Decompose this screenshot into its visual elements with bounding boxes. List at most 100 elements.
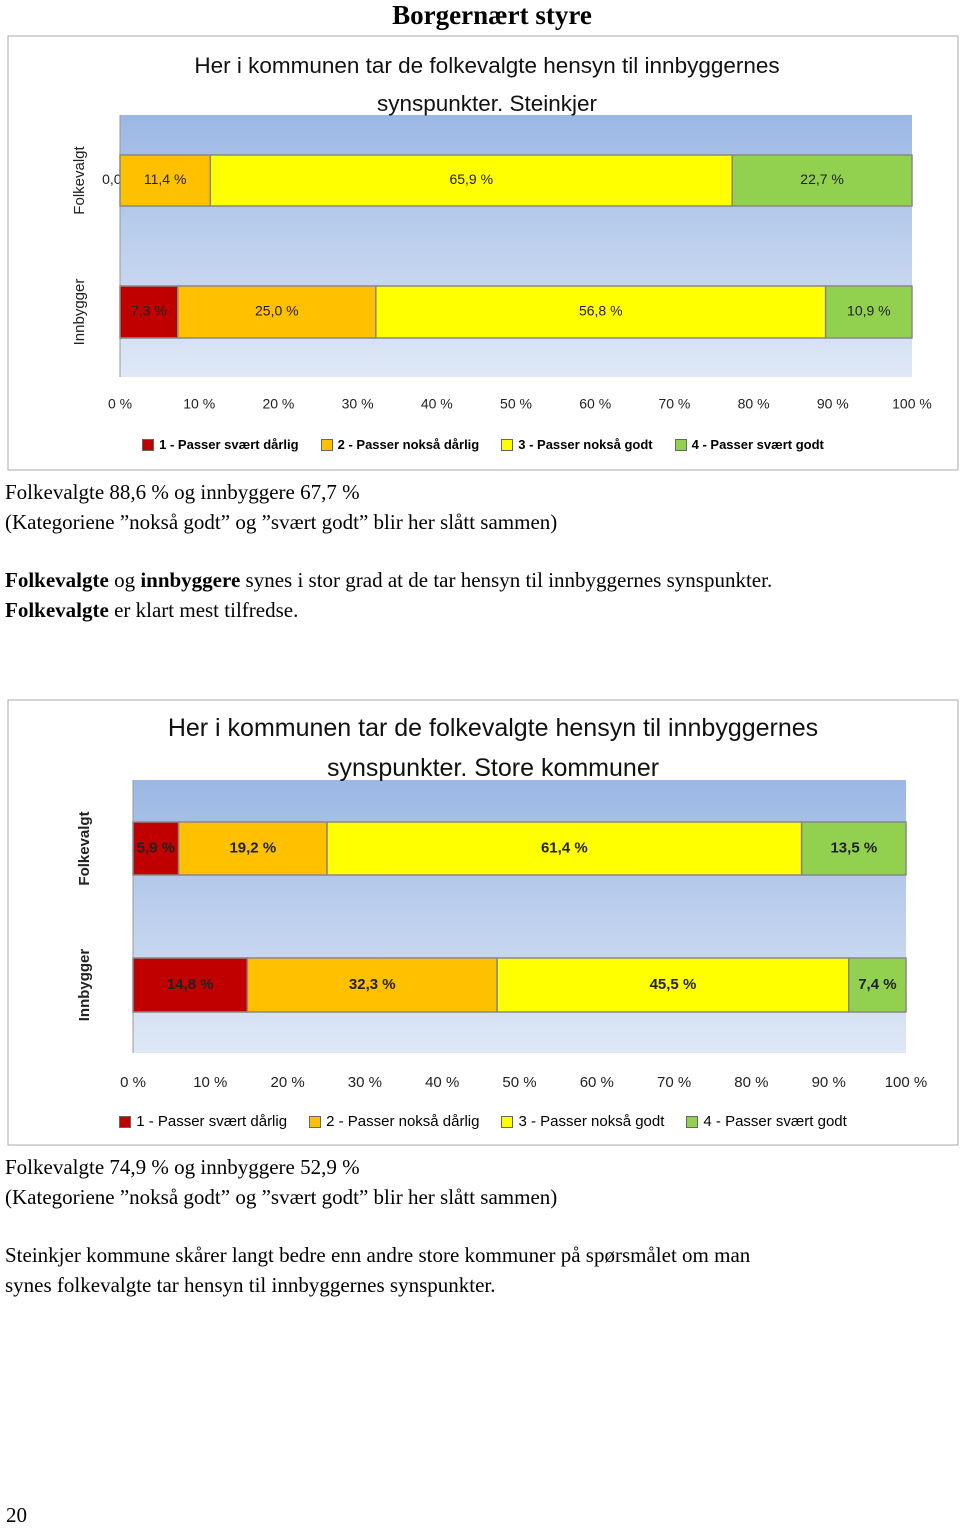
text-line: Folkevalgte 74,9 % og innbyggere 52,9 % xyxy=(5,1153,557,1183)
chart-title: Her i kommunen tar de folkevalgte hensyn… xyxy=(194,53,780,116)
x-tick-label: 20 % xyxy=(262,396,294,412)
legend-item: 3 - Passer nokså godt xyxy=(501,437,653,452)
bar-segment xyxy=(824,285,913,339)
x-tick-label: 0 % xyxy=(108,396,132,412)
x-tick-label: 30 % xyxy=(342,396,374,412)
bar-segment xyxy=(177,285,377,339)
legend-label: 3 - Passer nokså godt xyxy=(518,437,653,452)
text-block: Folkevalgte 88,6 % og innbyggere 67,7 % (… xyxy=(5,478,557,537)
x-tick-label: 90 % xyxy=(812,1074,846,1091)
x-tick-label: 50 % xyxy=(502,1074,536,1091)
x-tick-label: 80 % xyxy=(734,1074,768,1091)
x-tick-label: 70 % xyxy=(657,1074,691,1091)
x-tick-label: 10 % xyxy=(193,1074,227,1091)
bar-segment xyxy=(132,957,249,1013)
legend-swatch xyxy=(309,1115,322,1128)
legend-swatch xyxy=(119,1115,132,1128)
bar-segment xyxy=(246,957,498,1013)
legend-swatch xyxy=(501,1115,514,1128)
bar-segment xyxy=(326,821,803,876)
text-run: Folkevalgte 88,6 % og innbyggere 67,7 % xyxy=(5,480,360,504)
value-label: 61,4 % xyxy=(541,839,588,856)
text-run: Folkevalgte xyxy=(5,597,109,622)
text-block: Folkevalgte og innbyggere synes i stor g… xyxy=(5,566,772,625)
value-label: 7,4 % xyxy=(858,976,896,993)
legend-item: 2 - Passer nokså dårlig xyxy=(309,1113,479,1130)
value-label: 5,9 % xyxy=(137,839,175,856)
text-run: Steinkjer kommune skårer langt bedre enn… xyxy=(5,1243,751,1267)
legend-swatch xyxy=(501,438,514,451)
text-run: Folkevalgte 74,9 % og innbyggere 52,9 % xyxy=(5,1155,360,1179)
legend-item: 3 - Passer nokså godt xyxy=(501,1113,664,1130)
value-label: 56,8 % xyxy=(579,303,623,319)
legend-label: 4 - Passer svært godt xyxy=(703,1113,847,1130)
value-label: 32,3 % xyxy=(349,976,396,993)
chart-title: Her i kommunen tar de folkevalgte hensyn… xyxy=(167,714,819,782)
x-tick-label: 40 % xyxy=(421,396,453,412)
text-block: Folkevalgte 74,9 % og innbyggere 52,9 % (… xyxy=(5,1153,557,1212)
value-label: 11,4 % xyxy=(144,171,187,187)
text-line: Folkevalgte 88,6 % og innbyggere 67,7 % xyxy=(5,478,557,508)
text-run: Folkevalgte xyxy=(5,568,109,592)
legend-label: 3 - Passer nokså godt xyxy=(518,1113,665,1130)
bar-segment xyxy=(731,154,913,207)
x-tick-label: 100 % xyxy=(892,396,932,412)
value-label: 25,0 % xyxy=(255,303,299,319)
value-label: 19,2 % xyxy=(229,839,276,856)
text-run: synes i stor grad at de tar hensyn til i… xyxy=(240,568,773,592)
bar-segment xyxy=(848,957,907,1013)
bar-segment xyxy=(800,821,907,876)
value-label: 45,5 % xyxy=(650,976,697,993)
text-line: (Kategoriene ”nokså godt” og ”svært godt… xyxy=(5,508,557,538)
text-line: Folkevalgte er klart mest tilfredse. xyxy=(5,596,772,626)
legend-label: 1 - Passer svært dårlig xyxy=(136,1113,288,1130)
text-run: (Kategoriene ”nokså godt” og ”svært godt… xyxy=(5,1184,558,1209)
x-tick-label: 70 % xyxy=(658,396,690,412)
text-run: er klart mest tilfredse. xyxy=(108,597,299,622)
x-tick-label: 100 % xyxy=(885,1074,928,1091)
legend-label: 4 - Passer svært godt xyxy=(691,437,824,452)
legend-item: 1 - Passer svært dårlig xyxy=(119,1113,287,1130)
legend-item: 1 - Passer svært dårlig xyxy=(142,437,299,452)
text-line: (Kategoriene ”nokså godt” og ”svært godt… xyxy=(5,1183,557,1213)
x-tick-label: 60 % xyxy=(580,1074,614,1091)
text-line: Steinkjer kommune skårer langt bedre enn… xyxy=(5,1241,750,1271)
text-line: Folkevalgte og innbyggere synes i stor g… xyxy=(5,566,772,596)
category-label: Folkevalgt xyxy=(76,811,93,885)
legend: 1 - Passer svært dårlig 2 - Passer nokså … xyxy=(8,437,958,452)
text-run: synes folkevalgte tar hensyn til innbygg… xyxy=(5,1272,496,1297)
x-tick-label: 50 % xyxy=(500,396,532,412)
value-label: 13,5 % xyxy=(830,839,877,856)
legend-item: 4 - Passer svært godt xyxy=(686,1113,847,1130)
category-label: Innbygger xyxy=(76,949,93,1022)
value-label: 22,7 % xyxy=(800,171,844,187)
legend-swatch xyxy=(674,438,687,451)
text-run: innbyggere xyxy=(140,568,241,592)
bar-segment xyxy=(177,821,328,876)
page-number: 20 xyxy=(6,1503,27,1527)
x-tick-label: 90 % xyxy=(817,396,849,412)
text-line: synes folkevalgte tar hensyn til innbygg… xyxy=(5,1271,750,1301)
legend-label: 2 - Passer nokså dårlig xyxy=(326,1113,480,1130)
text-run: (Kategoriene ”nokså godt” og ”svært godt… xyxy=(5,509,558,534)
x-tick-label: 40 % xyxy=(425,1074,459,1091)
x-tick-label: 10 % xyxy=(183,396,215,412)
value-label: 10,9 % xyxy=(847,303,891,319)
text-run: og xyxy=(108,568,141,592)
legend-swatch xyxy=(320,438,333,451)
legend-item: 4 - Passer svært godt xyxy=(674,437,824,452)
bar-segment xyxy=(209,154,733,207)
x-tick-label: 60 % xyxy=(579,396,611,412)
legend-label: 2 - Passer nokså dårlig xyxy=(337,437,480,452)
x-tick-label: 80 % xyxy=(738,396,770,412)
category-label: Innbygger xyxy=(71,279,88,346)
value-label: 14,8 % xyxy=(167,976,214,993)
value-label: 7,3 % xyxy=(131,303,167,319)
category-label: Folkevalgt xyxy=(71,145,88,214)
value-label: 65,9 % xyxy=(449,171,493,187)
legend-item: 2 - Passer nokså dårlig xyxy=(320,437,480,452)
legend-swatch xyxy=(142,438,155,451)
legend-label: 1 - Passer svært dårlig xyxy=(159,437,299,452)
page-title: Borgernært styre xyxy=(392,0,592,30)
legend: 1 - Passer svært dårlig 2 - Passer nokså … xyxy=(8,1113,958,1130)
